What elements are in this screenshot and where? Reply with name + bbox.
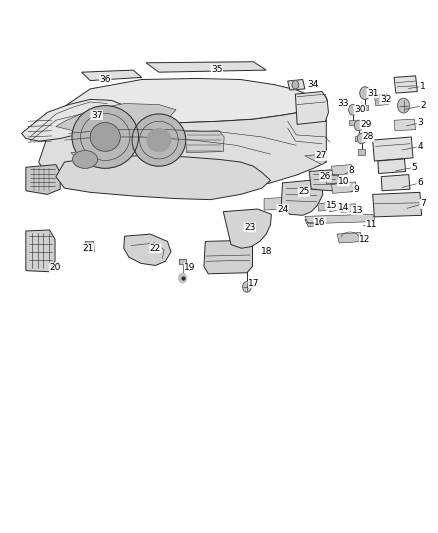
Text: 21: 21: [82, 244, 94, 253]
Polygon shape: [374, 94, 389, 106]
Text: 14: 14: [338, 203, 349, 212]
Text: 36: 36: [99, 75, 111, 84]
Polygon shape: [350, 120, 357, 125]
Text: 16: 16: [314, 217, 325, 227]
Polygon shape: [361, 104, 368, 110]
Polygon shape: [373, 192, 422, 217]
Ellipse shape: [132, 114, 186, 166]
Polygon shape: [223, 209, 272, 248]
Polygon shape: [81, 70, 142, 80]
Text: 4: 4: [417, 142, 423, 151]
Text: 27: 27: [315, 151, 327, 160]
Text: 2: 2: [420, 101, 426, 110]
Text: 10: 10: [338, 177, 349, 186]
Polygon shape: [332, 165, 353, 175]
Polygon shape: [56, 78, 326, 124]
Text: 32: 32: [380, 95, 391, 104]
Polygon shape: [185, 131, 224, 152]
Polygon shape: [21, 99, 124, 141]
Circle shape: [357, 133, 366, 144]
Text: 12: 12: [359, 235, 371, 244]
Polygon shape: [305, 154, 326, 165]
Polygon shape: [340, 204, 357, 213]
Polygon shape: [56, 156, 271, 200]
Circle shape: [243, 281, 251, 292]
Text: 24: 24: [277, 205, 288, 214]
Polygon shape: [71, 150, 101, 166]
Circle shape: [349, 104, 357, 115]
Polygon shape: [309, 170, 338, 191]
Ellipse shape: [73, 150, 98, 168]
Polygon shape: [56, 103, 176, 131]
Polygon shape: [337, 232, 363, 243]
Text: 35: 35: [211, 64, 223, 74]
Text: 31: 31: [367, 88, 378, 98]
Text: 37: 37: [91, 110, 102, 119]
Ellipse shape: [90, 123, 120, 151]
Polygon shape: [281, 180, 323, 215]
Text: 28: 28: [363, 133, 374, 141]
Polygon shape: [373, 137, 413, 161]
Text: 6: 6: [417, 179, 423, 188]
Polygon shape: [305, 214, 376, 224]
Circle shape: [360, 87, 370, 99]
Circle shape: [377, 95, 383, 103]
Bar: [179, 259, 187, 264]
Polygon shape: [295, 92, 328, 124]
Polygon shape: [328, 203, 339, 212]
Polygon shape: [325, 175, 338, 184]
Text: 18: 18: [261, 247, 272, 256]
Text: 7: 7: [420, 199, 426, 208]
Polygon shape: [288, 79, 305, 90]
Ellipse shape: [147, 128, 171, 151]
Text: 30: 30: [354, 106, 366, 114]
Polygon shape: [124, 234, 171, 265]
Text: 22: 22: [150, 244, 161, 253]
Polygon shape: [39, 106, 326, 198]
Polygon shape: [378, 159, 406, 174]
Polygon shape: [355, 136, 362, 141]
Polygon shape: [394, 76, 417, 93]
Text: 33: 33: [337, 99, 348, 108]
Text: 26: 26: [320, 172, 331, 181]
Text: 9: 9: [353, 185, 359, 193]
Polygon shape: [26, 165, 60, 195]
Polygon shape: [264, 198, 283, 210]
Text: 8: 8: [348, 166, 354, 175]
Text: 15: 15: [326, 201, 337, 210]
Circle shape: [292, 80, 299, 89]
Text: 23: 23: [244, 223, 256, 232]
Polygon shape: [394, 119, 416, 131]
Text: 19: 19: [184, 263, 195, 272]
Polygon shape: [305, 219, 317, 227]
Text: 29: 29: [360, 120, 371, 129]
Polygon shape: [26, 230, 55, 272]
Text: 13: 13: [351, 206, 363, 215]
Circle shape: [398, 98, 410, 113]
Polygon shape: [146, 62, 266, 72]
Text: 17: 17: [248, 279, 260, 288]
Polygon shape: [332, 182, 357, 193]
Text: 34: 34: [307, 80, 318, 89]
Text: 3: 3: [417, 118, 423, 127]
Text: 11: 11: [366, 220, 377, 229]
Polygon shape: [318, 203, 327, 211]
Text: 5: 5: [411, 163, 417, 172]
Polygon shape: [204, 240, 252, 274]
Text: 20: 20: [49, 263, 61, 272]
Text: 1: 1: [420, 82, 426, 91]
Polygon shape: [358, 149, 365, 155]
Circle shape: [179, 273, 187, 282]
Polygon shape: [85, 241, 95, 252]
Text: 25: 25: [298, 187, 310, 196]
Ellipse shape: [72, 106, 138, 168]
Polygon shape: [381, 175, 410, 191]
Circle shape: [354, 120, 363, 131]
